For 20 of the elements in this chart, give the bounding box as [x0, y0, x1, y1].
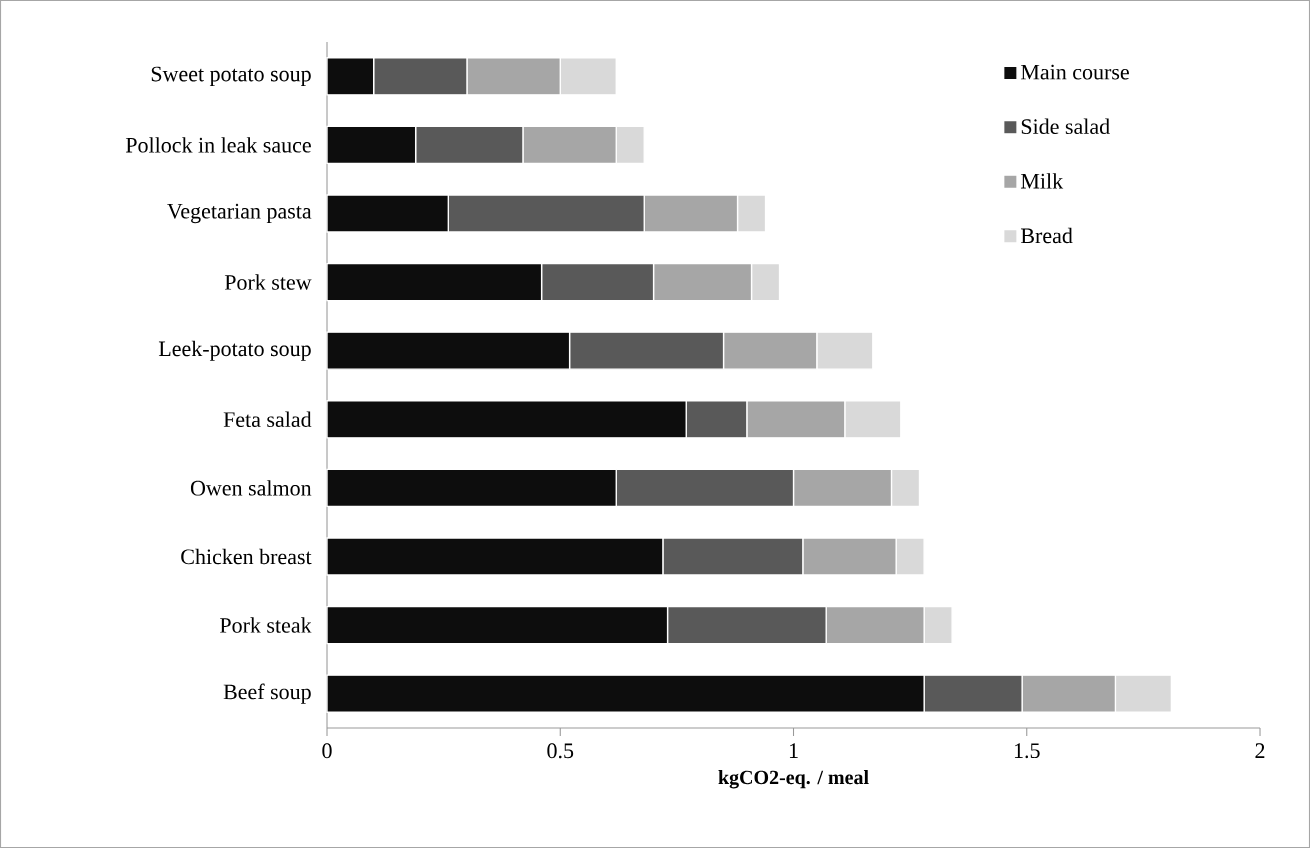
y-tick-label: Chicken breast: [181, 548, 312, 565]
y-tick-label: Vegetarian pasta: [167, 203, 312, 224]
legend-label: Main course: [1020, 64, 1129, 80]
x-tick-label: 1: [789, 743, 798, 758]
x-tick-label: 0: [322, 743, 332, 759]
x-tick-label: 0.5: [547, 743, 574, 759]
y-tick-label: Owen salmon: [190, 480, 312, 496]
y-tick-label: Sweet potato soup: [151, 66, 311, 86]
x-tick-label: 2: [1255, 743, 1265, 758]
x-axis-title: kgCO2-eq. / meal: [718, 770, 869, 789]
y-tick-label: Leek-potato soup: [158, 340, 311, 361]
y-tick-label: Beef soup: [223, 683, 311, 704]
y-tick-label: Pork steak: [220, 617, 312, 633]
legend-label: Side salad: [1021, 118, 1110, 135]
legend-label: Milk: [1020, 173, 1064, 189]
y-tick-label: Pork stew: [224, 274, 312, 290]
x-tick-label: 1.5: [1014, 743, 1040, 759]
y-tick-label: Pollock in leak sauce: [125, 137, 311, 153]
legend-label: Bread: [1020, 227, 1073, 244]
y-tick-label: Feta salad: [223, 411, 312, 428]
